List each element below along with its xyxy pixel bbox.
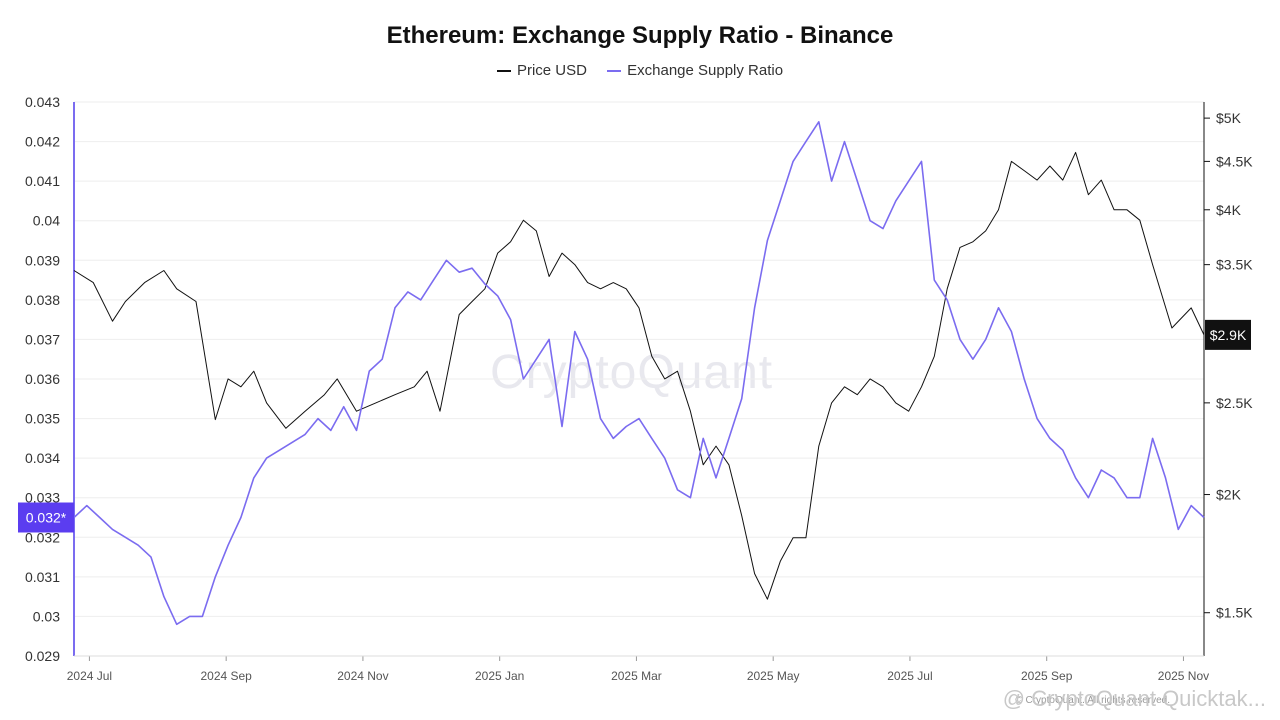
legend-label-ratio: Exchange Supply Ratio [627, 62, 784, 79]
ratio-current-badge [18, 502, 74, 533]
chart-title: Ethereum: Exchange Supply Ratio - Binanc… [386, 22, 894, 49]
left-tick-label: 0.034 [25, 450, 60, 466]
right-tick-label: $5K [1216, 110, 1242, 126]
grid-layer [74, 101, 1204, 657]
right-tick-label: $4K [1216, 202, 1242, 218]
price-current-label: $2.9K [1210, 327, 1247, 343]
series-layer [73, 121, 1205, 626]
right-tick-label: $3.5K [1216, 257, 1253, 273]
x-tick-label: 2024 Jul [67, 669, 112, 683]
x-tick-label: 2025 Jul [887, 669, 932, 683]
left-tick-label: 0.043 [25, 94, 60, 110]
axes-layer [73, 102, 1210, 661]
right-tick-label: $4.5K [1216, 153, 1253, 169]
legend[interactable]: Price USD Exchange Supply Ratio [0, 62, 1280, 79]
price-current-badge [1205, 319, 1251, 350]
x-tick-label: 2024 Sep [200, 669, 252, 683]
legend-item-ratio[interactable]: Exchange Supply Ratio [607, 62, 783, 79]
chart-watermark: CryptoQuant [490, 346, 774, 399]
left-tick-label: 0.033 [25, 490, 60, 506]
left-tick-label: 0.04 [33, 213, 60, 229]
right-tick-label: $1.5K [1216, 605, 1253, 621]
right-tick-label: $2K [1216, 487, 1242, 503]
x-tick-label: 2025 Jan [475, 669, 524, 683]
legend-item-price[interactable]: Price USD [496, 62, 587, 79]
left-tick-label: 0.031 [25, 569, 60, 585]
footer-watermark: @ CryptoQuant Quicktak... [1002, 686, 1266, 711]
left-tick-label: 0.036 [25, 371, 60, 387]
x-tick-label: 2025 Sep [1021, 669, 1073, 683]
x-tick-label: 2025 Mar [611, 669, 662, 683]
x-tick-label: 2024 Nov [337, 669, 388, 683]
left-tick-label: 0.029 [25, 648, 60, 664]
left-tick-label: 0.032 [25, 529, 60, 545]
left-tick-label: 0.03 [33, 608, 60, 624]
legend-label-price: Price USD [516, 62, 587, 79]
left-tick-label: 0.039 [25, 252, 60, 268]
left-tick-label: 0.042 [25, 134, 60, 150]
left-tick-label: 0.041 [25, 173, 60, 189]
x-tick-label: 2025 Nov [1158, 669, 1209, 683]
series-line-ratio [73, 121, 1205, 626]
legend-swatch-ratio [607, 70, 622, 73]
x-tick-label: 2025 May [747, 669, 800, 683]
legend-swatch-price [496, 70, 511, 73]
left-tick-label: 0.037 [25, 331, 60, 347]
series-line-price [73, 151, 1205, 600]
right-tick-label: $2.5K [1216, 395, 1253, 411]
ticks-layer: 0.029 0.03 0.031 0.032 0.033 0.034 0.035 0.036 0… [25, 94, 1253, 683]
ratio-current-label: 0.032* [26, 510, 67, 526]
badges-layer: 0.032* $2.9K [18, 319, 1251, 533]
footer-copyright: © CryptoQuant. All rights reserved. [1015, 695, 1170, 706]
left-tick-label: 0.035 [25, 411, 60, 427]
left-tick-label: 0.038 [25, 292, 60, 308]
